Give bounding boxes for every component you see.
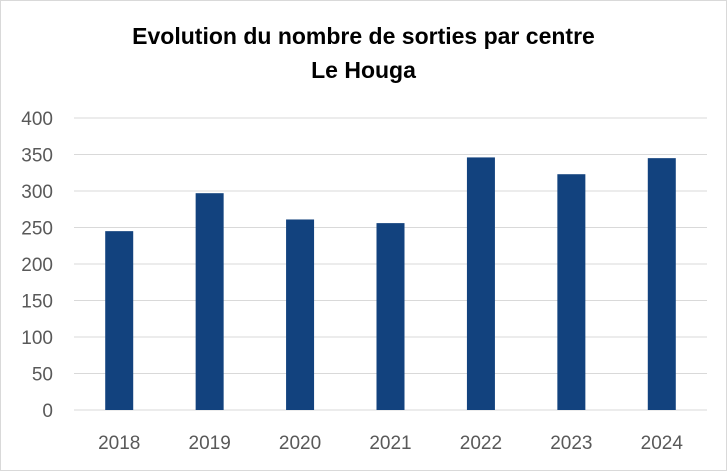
bar-2020 [286,219,315,410]
y-tick-label: 0 [42,401,53,422]
x-tick-label: 2020 [279,433,321,454]
bars [105,157,676,410]
x-tick-label: 2021 [369,433,411,454]
x-tick-label: 2022 [460,433,502,454]
bar-2024 [647,158,676,410]
y-tick-label: 150 [21,292,53,313]
y-tick-label: 100 [21,328,53,349]
x-axis-ticks: 2018 2019 2020 2021 2022 2023 2024 [98,433,683,454]
x-tick-label: 2024 [641,433,684,454]
y-axis-ticks: 0 50 100 150 200 250 300 350 400 [21,109,53,422]
x-tick-label: 2023 [550,433,592,454]
bar-2022 [466,157,495,410]
bar-2018 [105,231,134,410]
bar-2019 [195,193,224,410]
y-tick-label: 400 [21,109,53,130]
bar-2023 [557,174,586,410]
y-tick-label: 250 [21,219,53,240]
bar-2021 [376,223,405,410]
y-tick-label: 300 [21,182,53,203]
chart-title-block: Evolution du nombre de sorties par centr… [1,19,726,87]
y-tick-label: 50 [32,365,53,386]
y-tick-label: 200 [21,255,53,276]
chart-subtitle: Le Houga [311,57,416,83]
chart-title: Evolution du nombre de sorties par centr… [132,23,595,49]
x-tick-label: 2018 [98,433,140,454]
x-tick-label: 2019 [189,433,231,454]
y-tick-label: 350 [21,146,53,167]
